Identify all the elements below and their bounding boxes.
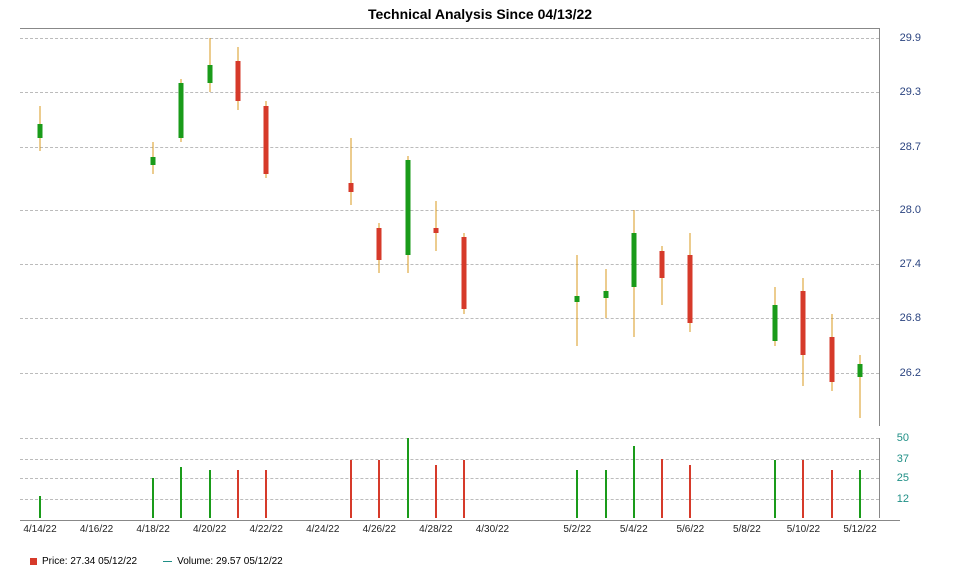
price-grid-line [20, 318, 879, 319]
volume-bar [180, 467, 182, 518]
price-grid-line [20, 210, 879, 211]
volume-bar [605, 470, 607, 518]
candle-body [773, 305, 778, 341]
volume-y-label: 50 [897, 432, 909, 444]
price-y-label: 28.0 [900, 204, 921, 216]
x-axis-label: 4/22/22 [250, 524, 283, 535]
candle-body [349, 183, 354, 192]
candle-body [575, 296, 580, 302]
volume-bar [237, 470, 239, 518]
x-axis-label: 4/28/22 [419, 524, 452, 535]
candle-body [264, 106, 269, 174]
candle-body [207, 65, 212, 83]
volume-bar [435, 465, 437, 518]
candle-body [462, 237, 467, 309]
price-grid-line [20, 147, 879, 148]
x-axis-line [20, 520, 900, 521]
volume-y-label: 37 [897, 453, 909, 465]
candle-body [151, 157, 156, 164]
legend-item-price: Price: 27.34 05/12/22 [30, 556, 137, 567]
price-y-label: 27.4 [900, 258, 921, 270]
x-axis-label: 4/16/22 [80, 524, 113, 535]
candle-body [660, 251, 665, 278]
volume-bar [831, 470, 833, 518]
x-axis-label: 5/6/22 [676, 524, 704, 535]
x-axis-label: 4/20/22 [193, 524, 226, 535]
volume-y-label: 25 [897, 472, 909, 484]
price-y-label: 28.7 [900, 141, 921, 153]
chart-container: Technical Analysis Since 04/13/22 26.226… [0, 0, 960, 576]
candle-body [235, 61, 240, 102]
x-axis-label: 5/8/22 [733, 524, 761, 535]
price-y-label: 29.3 [900, 86, 921, 98]
volume-bar [576, 470, 578, 518]
candle-wick [351, 138, 352, 206]
volume-bar [39, 496, 41, 518]
volume-bar [774, 460, 776, 518]
x-axis-label: 4/18/22 [136, 524, 169, 535]
volume-plot-area: 12253750 [20, 438, 880, 518]
volume-bar [859, 470, 861, 518]
candle-body [38, 124, 43, 138]
volume-y-label: 12 [897, 493, 909, 505]
legend-item-volume: Volume: 29.57 05/12/22 [163, 556, 283, 567]
volume-bar [350, 460, 352, 518]
volume-bar [152, 478, 154, 518]
candle-body [858, 364, 863, 378]
volume-grid-line [20, 478, 879, 479]
candle-body [603, 291, 608, 297]
candle-body [829, 337, 834, 382]
volume-legend-label: Volume: 29.57 05/12/22 [177, 556, 283, 567]
price-legend-label: Price: 27.34 05/12/22 [42, 556, 137, 567]
volume-bar [633, 446, 635, 518]
candle-body [631, 233, 636, 287]
volume-grid-line [20, 499, 879, 500]
candle-body [801, 291, 806, 354]
x-axis-label: 5/12/22 [843, 524, 876, 535]
volume-bar [463, 460, 465, 518]
x-axis-label: 4/30/22 [476, 524, 509, 535]
volume-grid-line [20, 438, 879, 439]
price-legend-icon [30, 558, 37, 565]
x-axis-label: 5/4/22 [620, 524, 648, 535]
x-axis-label: 4/24/22 [306, 524, 339, 535]
chart-title: Technical Analysis Since 04/13/22 [0, 0, 960, 22]
volume-bar [265, 470, 267, 518]
candle-body [688, 255, 693, 323]
volume-legend-icon [163, 561, 172, 562]
price-plot-area: 26.226.827.428.028.729.329.9 [20, 28, 880, 426]
price-grid-line [20, 373, 879, 374]
price-y-label: 26.8 [900, 312, 921, 324]
price-y-label: 29.9 [900, 32, 921, 44]
volume-bar [661, 459, 663, 518]
volume-bar [802, 460, 804, 518]
volume-bar [689, 465, 691, 518]
x-axis-label: 4/26/22 [363, 524, 396, 535]
candle-body [433, 228, 438, 233]
candle-body [405, 160, 410, 255]
candle-body [179, 83, 184, 137]
volume-bar [378, 460, 380, 518]
volume-grid-line [20, 459, 879, 460]
candle-wick [435, 201, 436, 251]
x-axis-label: 4/14/22 [23, 524, 56, 535]
candle-body [377, 228, 382, 260]
price-grid-line [20, 264, 879, 265]
legend: Price: 27.34 05/12/22 Volume: 29.57 05/1… [30, 556, 283, 567]
price-grid-line [20, 38, 879, 39]
price-y-label: 26.2 [900, 367, 921, 379]
volume-bar [209, 470, 211, 518]
x-axis-label: 5/2/22 [563, 524, 591, 535]
price-grid-line [20, 92, 879, 93]
volume-bar [407, 438, 409, 518]
x-axis-label: 5/10/22 [787, 524, 820, 535]
